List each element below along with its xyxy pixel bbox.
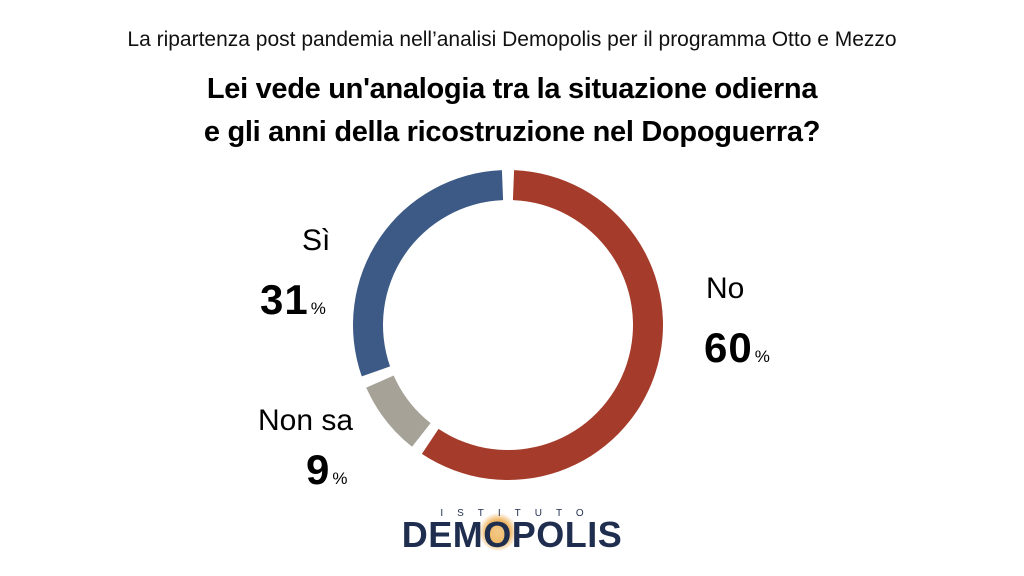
value-si-unit: % (310, 299, 326, 318)
logo-main-after: POLIS (511, 514, 623, 555)
label-non-sa: Non sa (258, 404, 354, 437)
value-no-number: 60 (704, 324, 753, 371)
logo-main-text: DEMOPOLIS (384, 513, 640, 555)
demopolis-logo: ISTITUTO DEMOPOLIS (384, 508, 640, 553)
chart-subtitle: La ripartenza post pandemia nell’analisi… (127, 28, 897, 51)
logo-main-o: O (479, 513, 517, 555)
value-no: 60% (704, 324, 770, 372)
value-non-sa-number: 9 (306, 446, 331, 493)
logo-top-text: ISTITUTO (440, 508, 598, 519)
value-si-number: 31 (260, 276, 309, 323)
slice-non-sa (366, 375, 431, 447)
logo-main-before: DEM (401, 514, 484, 555)
value-non-sa: 9% (306, 446, 347, 494)
slice-no (421, 170, 664, 481)
label-si: Sì (302, 224, 331, 257)
question-line-1: Lei vede un'analogia tra la situazione o… (206, 73, 818, 105)
value-non-sa-unit: % (332, 469, 348, 488)
value-si: 31% (260, 276, 326, 324)
value-no-unit: % (754, 347, 770, 366)
question-line-2: e gli anni della ricostruzione nel Dopog… (203, 116, 821, 148)
slice-si (352, 170, 504, 377)
label-no: No (706, 272, 745, 305)
chart-question: Lei vede un'analogia tra la situazione o… (0, 68, 1024, 154)
